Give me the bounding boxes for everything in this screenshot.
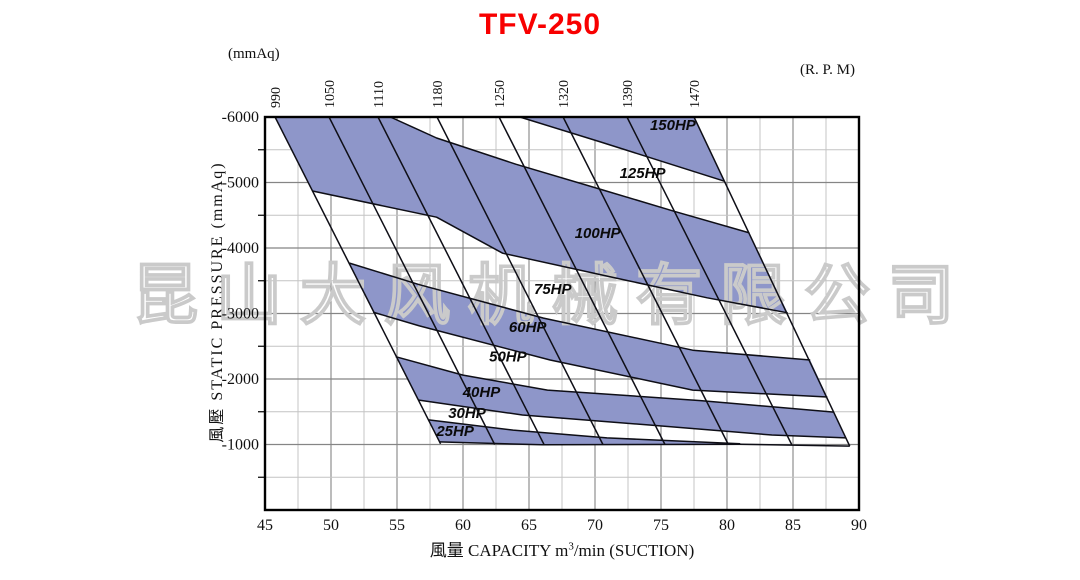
page-title: TFV-250	[478, 8, 602, 41]
rpm-unit-label: (R. P. M)	[800, 62, 856, 78]
x-tick-label: 80	[719, 517, 735, 534]
hp-boundary-curve	[372, 311, 828, 398]
hp-label-30hp: 30HP	[448, 405, 487, 422]
x-tick-label: 90	[851, 517, 867, 534]
rpm-line-1180	[436, 116, 604, 445]
y-tick-label: -2000	[222, 371, 259, 388]
hp-label-25hp: 25HP	[435, 423, 475, 440]
x-axis-title-text: 風量 CAPACITY m	[429, 541, 569, 560]
rpm-label-1180: 1180	[431, 81, 446, 108]
rpm-label-1470: 1470	[688, 80, 703, 108]
rpm-label-990: 990	[269, 87, 284, 108]
rpm-label-1050: 1050	[323, 80, 338, 108]
rpm-line-1050	[328, 116, 496, 445]
rpm-line-1250	[498, 116, 666, 445]
hp-boundary-curve	[417, 399, 846, 439]
hp-boundary-curves	[312, 116, 850, 447]
rpm-label-1250: 1250	[493, 80, 508, 108]
y-tick-label: -4000	[222, 240, 259, 257]
rpm-line-1470	[693, 116, 851, 447]
hp-band-25hp	[428, 419, 741, 445]
x-tick-label: 50	[323, 517, 339, 534]
rpm-label-1320: 1320	[557, 80, 572, 108]
x-tick-label: 85	[785, 517, 801, 534]
hp-label-150hp: 150HP	[650, 117, 697, 134]
rpm-label-1110: 1110	[372, 81, 387, 108]
hp-label-50hp: 50HP	[489, 349, 528, 366]
x-tick-label: 55	[389, 517, 405, 534]
rpm-line-1320	[562, 116, 729, 445]
rpm-line-990	[274, 116, 442, 445]
x-tick-label: 70	[587, 517, 603, 534]
watermark-text: 昆山大风机械有限公司	[132, 258, 972, 332]
hp-label-40hp: 40HP	[462, 384, 502, 401]
x-tick-label: 45	[257, 517, 273, 534]
x-tick-label: 60	[455, 517, 471, 534]
rpm-lines: 990 1050 1110 1180 1250 1320 1390 1470	[269, 80, 851, 447]
pressure-unit-label: (mmAq)	[228, 46, 280, 62]
hp-boundary-curve	[428, 419, 741, 445]
hp-boundary-curve	[395, 355, 834, 413]
hp-boundary-curve	[349, 262, 811, 361]
hp-boundary-curve	[390, 116, 750, 234]
plot-border	[263, 115, 861, 512]
rpm-line-1390	[626, 116, 793, 445]
rpm-label-1390: 1390	[621, 80, 636, 108]
hp-label-100hp: 100HP	[575, 225, 622, 242]
y-tick-label: -1000	[222, 437, 259, 454]
x-tick-label: 75	[653, 517, 669, 534]
hp-band-60hp	[349, 263, 828, 397]
x-axis-title-sup: 3	[568, 540, 574, 553]
y-tick-label: -3000	[222, 306, 259, 323]
y-tick-label: -6000	[222, 109, 259, 126]
y-tick-labels: -6000 -5000 -4000 -3000 -2000 -1000	[222, 109, 259, 454]
rpm-line-1110	[377, 116, 545, 446]
hp-label-125hp: 125HP	[620, 165, 667, 182]
hp-band-40hp	[395, 356, 846, 438]
x-axis-title-suffix: /min (SUCTION)	[573, 541, 695, 560]
hp-boundary-curve	[439, 441, 850, 447]
hp-label-60hp: 60HP	[509, 319, 548, 336]
hp-band-150hp	[519, 117, 725, 182]
y-tick-label: -5000	[222, 175, 259, 192]
hp-label-75hp: 75HP	[534, 281, 573, 298]
x-tick-labels: 45 50 55 60 65 70 75 80 85 90	[257, 517, 867, 534]
hp-boundary-curve	[519, 116, 725, 182]
hp-boundary-curve	[312, 190, 788, 314]
x-axis-title: 風量 CAPACITY m3/min (SUCTION)	[265, 536, 859, 561]
x-tick-label: 65	[521, 517, 537, 534]
